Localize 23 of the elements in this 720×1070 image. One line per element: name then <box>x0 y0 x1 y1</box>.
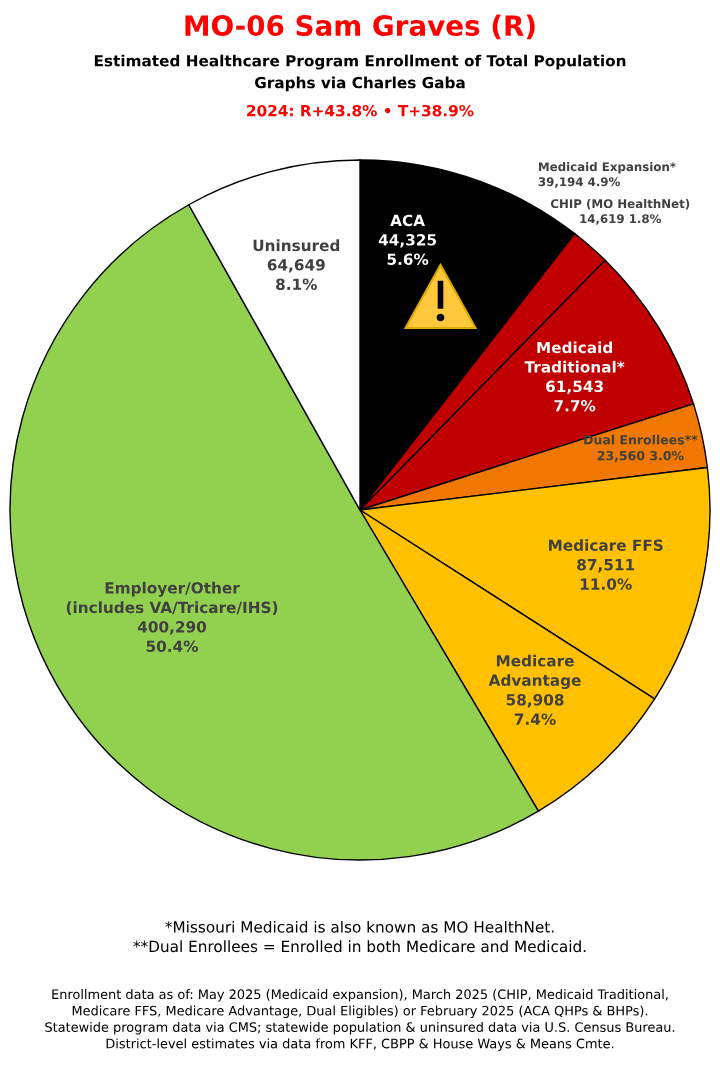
data-label: 64,649 8.1% <box>267 259 325 291</box>
slice-label: Medicare FFS <box>549 539 663 552</box>
data-label: 14,619 1.8% <box>580 214 662 225</box>
data-label: 23,560 3.0% <box>597 450 684 462</box>
data-label: 44,325 5.6% <box>378 234 437 266</box>
text: *Missouri Medicaid is also known as MO HealthNet. **Dual Enrollees = Enrolled in both Medicare and Medicaid. <box>133 920 586 953</box>
slice-label: Dual Enrollees** <box>584 434 698 445</box>
data-label: 400,290 50.4% <box>137 621 207 653</box>
slice-label: Medicare Advantage <box>488 654 581 690</box>
text: 2024: R+43.8% • T+38.9% <box>247 104 474 117</box>
slice-label: Uninsured <box>253 239 340 252</box>
chart-title: MO-06 Sam Graves (R) <box>185 14 535 40</box>
slice-label: Medicaid Expansion* <box>539 162 676 174</box>
data-label: 61,543 7.7% <box>546 380 603 412</box>
data-label: 58,908 7.4% <box>506 693 564 725</box>
chart-subtitle: Estimated Healthcare Program Enrollment of Total Population Graphs via Charles Gaba <box>94 54 626 92</box>
data-label: 87,511 11.0% <box>577 558 635 590</box>
slice-label: Medicaid Traditional* <box>524 341 625 373</box>
slice-label: Employer/Other (includes VA/Tricare/IHS) <box>66 581 278 615</box>
data-label: 39,194 4.9% <box>538 177 620 188</box>
slice-label: CHIP (MO HealthNet) <box>550 198 690 210</box>
text: Enrollment data as of: May 2025 (Medicaid expansion), March 2025 (CHIP, Medicaid Traditional, Medicare FFS, Medicare Advantage, Dual Eligibles) or February 2025 (ACA QHPs & BHPs). Statewide program data via CMS; statewide population & uninsured data via U.S. Census Bureau. District-level estimates via data from KFF, CBPP & House Ways & Means Cmte. <box>45 989 675 1051</box>
slice-label: ACA <box>390 214 425 227</box>
